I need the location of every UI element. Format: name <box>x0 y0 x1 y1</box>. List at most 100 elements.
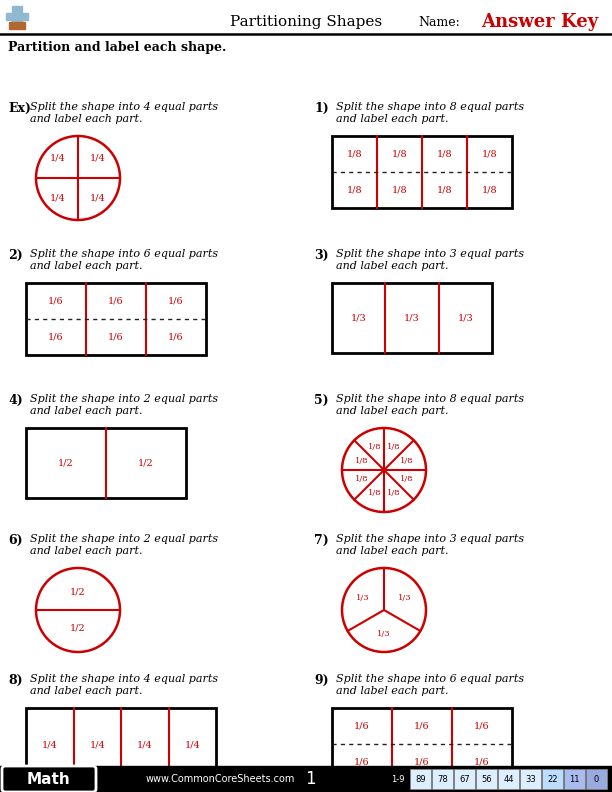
Text: 1/8: 1/8 <box>437 185 452 195</box>
Text: Name:: Name: <box>418 16 460 29</box>
Text: 1/6: 1/6 <box>168 296 184 306</box>
Text: and label each part.: and label each part. <box>336 114 449 124</box>
Text: 1/4: 1/4 <box>91 154 106 162</box>
Text: 1/8: 1/8 <box>482 150 498 158</box>
Text: and label each part.: and label each part. <box>30 406 143 416</box>
Text: 1/6: 1/6 <box>474 722 490 730</box>
Bar <box>498 769 519 789</box>
Text: and label each part.: and label each part. <box>30 261 143 271</box>
Text: 3): 3) <box>314 249 329 262</box>
Text: 1/6: 1/6 <box>354 757 370 767</box>
Bar <box>520 769 541 789</box>
Bar <box>542 769 563 789</box>
Text: 1/6: 1/6 <box>108 296 124 306</box>
Text: 1/4: 1/4 <box>137 741 152 750</box>
Text: 1/6: 1/6 <box>414 722 430 730</box>
Bar <box>332 708 512 780</box>
Text: 1/6: 1/6 <box>354 722 370 730</box>
Text: 1/8: 1/8 <box>437 150 452 158</box>
Bar <box>6 13 28 20</box>
Text: Split the shape into 6 equal parts: Split the shape into 6 equal parts <box>30 249 218 259</box>
Text: 8): 8) <box>8 674 23 687</box>
Text: Partitioning Shapes: Partitioning Shapes <box>230 15 382 29</box>
FancyBboxPatch shape <box>2 766 96 792</box>
Text: 1/3: 1/3 <box>351 314 367 322</box>
Text: 56: 56 <box>481 775 492 783</box>
Text: www.CommonCoreSheets.com: www.CommonCoreSheets.com <box>145 774 295 784</box>
Text: 1/8: 1/8 <box>346 150 362 158</box>
Text: 1/8: 1/8 <box>368 444 381 451</box>
Text: 1/8: 1/8 <box>355 475 368 483</box>
Text: and label each part.: and label each part. <box>30 686 143 696</box>
Text: Answer Key: Answer Key <box>482 13 599 31</box>
Text: 1/8: 1/8 <box>400 457 413 465</box>
Bar <box>476 769 497 789</box>
Text: 1/6: 1/6 <box>168 333 184 341</box>
Text: Split the shape into 3 equal parts: Split the shape into 3 equal parts <box>336 249 524 259</box>
Text: 1/4: 1/4 <box>89 741 105 750</box>
Text: 0: 0 <box>594 775 599 783</box>
Text: 1/3: 1/3 <box>398 594 412 602</box>
Text: and label each part.: and label each part. <box>30 114 143 124</box>
Text: 1/3: 1/3 <box>457 314 473 322</box>
Text: 1-9: 1-9 <box>391 775 405 783</box>
Text: 1/4: 1/4 <box>50 154 65 162</box>
Text: 1/8: 1/8 <box>387 444 400 451</box>
Bar <box>332 283 492 353</box>
Bar <box>0 766 612 792</box>
Bar <box>332 136 512 208</box>
Text: 9): 9) <box>314 674 329 687</box>
Bar <box>432 769 453 789</box>
Text: 1/4: 1/4 <box>184 741 200 750</box>
Text: and label each part.: and label each part. <box>336 546 449 556</box>
Text: 1/8: 1/8 <box>400 475 413 483</box>
Text: 1/8: 1/8 <box>392 150 408 158</box>
Bar <box>410 769 431 789</box>
Text: Split the shape into 4 equal parts: Split the shape into 4 equal parts <box>30 102 218 112</box>
Text: 1/6: 1/6 <box>108 333 124 341</box>
Text: 1/3: 1/3 <box>377 630 391 638</box>
Text: 1/2: 1/2 <box>70 623 86 632</box>
Text: Ex): Ex) <box>8 102 31 115</box>
Text: 7): 7) <box>314 534 329 547</box>
Bar <box>12 6 22 27</box>
Text: and label each part.: and label each part. <box>336 406 449 416</box>
Text: 1/6: 1/6 <box>474 757 490 767</box>
Text: 1/3: 1/3 <box>404 314 420 322</box>
Text: 22: 22 <box>547 775 558 783</box>
Text: 4): 4) <box>8 394 23 407</box>
Text: 44: 44 <box>503 775 513 783</box>
Text: 1: 1 <box>305 770 315 788</box>
Bar <box>586 769 607 789</box>
Text: 78: 78 <box>437 775 448 783</box>
Text: 1/6: 1/6 <box>414 757 430 767</box>
Text: 1/8: 1/8 <box>368 489 381 497</box>
Text: Split the shape into 2 equal parts: Split the shape into 2 equal parts <box>30 534 218 544</box>
Text: 1/8: 1/8 <box>482 185 498 195</box>
Text: 11: 11 <box>569 775 580 783</box>
Text: 1/8: 1/8 <box>346 185 362 195</box>
Text: Split the shape into 8 equal parts: Split the shape into 8 equal parts <box>336 102 524 112</box>
Bar <box>26 428 186 498</box>
Text: and label each part.: and label each part. <box>336 261 449 271</box>
Text: Split the shape into 8 equal parts: Split the shape into 8 equal parts <box>336 394 524 404</box>
Text: 89: 89 <box>415 775 426 783</box>
Text: 6): 6) <box>8 534 23 547</box>
Text: 33: 33 <box>525 775 536 783</box>
Bar <box>26 283 206 355</box>
Text: 1): 1) <box>314 102 329 115</box>
Text: 1/8: 1/8 <box>355 457 368 465</box>
Text: 1/4: 1/4 <box>50 194 65 203</box>
Text: 5): 5) <box>314 394 329 407</box>
Text: 67: 67 <box>459 775 470 783</box>
Text: 1/6: 1/6 <box>48 333 64 341</box>
Bar <box>9 22 25 29</box>
Text: 1/8: 1/8 <box>392 185 408 195</box>
Bar <box>26 708 216 783</box>
Text: 2): 2) <box>8 249 23 262</box>
Text: and label each part.: and label each part. <box>30 546 143 556</box>
Text: 1/2: 1/2 <box>70 588 86 597</box>
Text: Split the shape into 3 equal parts: Split the shape into 3 equal parts <box>336 534 524 544</box>
Bar <box>454 769 475 789</box>
Text: 1/4: 1/4 <box>91 194 106 203</box>
